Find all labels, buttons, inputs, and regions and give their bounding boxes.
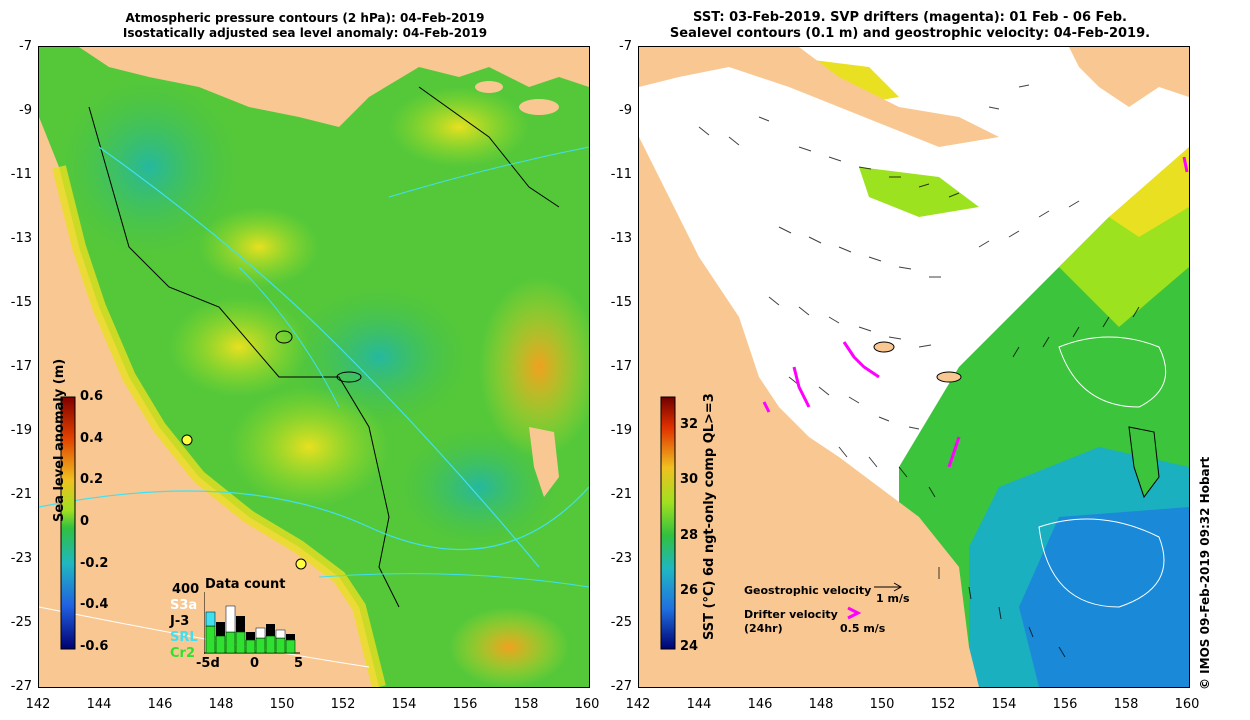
left-title-line1: Atmospheric pressure contours (2 hPa): 0… <box>125 11 485 25</box>
left-colorbar-tick-0: 0.6 <box>80 389 104 404</box>
right-map-panel <box>638 46 1190 688</box>
right-x-tick-1: 144 <box>686 697 712 712</box>
left-y-tick-6: -19 <box>10 423 32 438</box>
left-x-tick-4: 150 <box>269 697 295 712</box>
right-colorbar-tick-4: 24 <box>680 639 699 654</box>
right-colorbar-tick-3: 26 <box>680 583 699 598</box>
left-colorbar-tick-3: 0 <box>80 514 90 529</box>
right-y-tick-7: -21 <box>610 487 632 502</box>
left-x-tick-5: 152 <box>330 697 356 712</box>
mission-s3a: S3a <box>170 598 198 613</box>
right-colorbar-tick-2: 28 <box>680 528 699 543</box>
left-y-tick-4: -15 <box>10 295 32 310</box>
left-x-tick-1: 144 <box>86 697 112 712</box>
drifter-track-3 <box>762 401 771 413</box>
left-map-panel <box>38 46 590 688</box>
mission-cr2: Cr2 <box>170 646 195 661</box>
right-x-tick-2: 146 <box>747 697 773 712</box>
left-x-tick-6: 154 <box>391 697 417 712</box>
geostrophic-legend-scale: 1 m/s <box>876 592 910 605</box>
right-map <box>639 47 1189 687</box>
left-title-line2: Isostatically adjusted sea level anomaly… <box>122 26 488 40</box>
data-count-xtick-2: 5 <box>294 656 304 671</box>
left-y-tick-1: -9 <box>19 103 32 118</box>
right-y-tick-1: -9 <box>619 103 632 118</box>
right-x-tick-7: 156 <box>1052 697 1078 712</box>
right-title-line1: SST: 03-Feb-2019. SVP drifters (magenta)… <box>693 10 1127 25</box>
right-y-tick-10: -27 <box>610 679 632 694</box>
data-count-xtick-0: -5d <box>196 656 220 671</box>
data-count-xtick-1: 0 <box>250 656 260 671</box>
right-colorbar-label: SST (°C) 6d ngt-only comp QL>=3 <box>702 393 717 640</box>
left-x-tick-0: 142 <box>25 697 51 712</box>
left-colorbar-tick-6: -0.6 <box>80 639 109 654</box>
right-y-tick-3: -13 <box>610 231 632 246</box>
left-colorbar <box>60 396 76 650</box>
left-x-tick-3: 148 <box>208 697 234 712</box>
left-y-tick-0: -7 <box>19 39 32 54</box>
left-y-tick-3: -13 <box>10 231 32 246</box>
right-x-tick-5: 152 <box>930 697 956 712</box>
left-colorbar-tick-1: 0.4 <box>80 431 104 446</box>
left-y-tick-5: -17 <box>10 359 32 374</box>
geostrophic-arrow-icon <box>874 582 903 592</box>
png-land <box>79 47 589 127</box>
right-x-tick-8: 158 <box>1113 697 1139 712</box>
right-colorbar <box>660 396 676 650</box>
right-y-tick-0: -7 <box>619 39 632 54</box>
left-y-tick-2: -11 <box>10 167 32 182</box>
left-y-tick-10: -27 <box>10 679 32 694</box>
left-x-tick-2: 146 <box>147 697 173 712</box>
left-colorbar-tick-2: 0.2 <box>80 472 104 487</box>
left-y-tick-7: -21 <box>10 487 32 502</box>
left-colorbar-tick-5: -0.4 <box>80 597 109 612</box>
drifter-track-1 <box>842 341 880 379</box>
left-colorbar-label: Sea level anomaly (m) <box>52 358 67 522</box>
right-x-tick-4: 150 <box>869 697 895 712</box>
left-colorbar-tick-4: -0.2 <box>80 556 109 571</box>
right-x-tick-6: 154 <box>991 697 1017 712</box>
right-y-tick-2: -11 <box>610 167 632 182</box>
left-y-tick-8: -23 <box>10 551 32 566</box>
mission-srl: SRL <box>170 630 198 645</box>
right-colorbar-tick-1: 30 <box>680 472 699 487</box>
drifter-legend-scale: 0.5 m/s <box>840 622 886 635</box>
drifter-track-2 <box>792 366 811 408</box>
right-y-tick-5: -17 <box>610 359 632 374</box>
drifter-arrow-icon <box>847 606 862 620</box>
left-x-tick-7: 156 <box>452 697 478 712</box>
mission-j3: J-3 <box>170 614 190 629</box>
data-count-title: Data count <box>205 577 286 592</box>
right-colorbar-tick-0: 32 <box>680 417 699 432</box>
data-count-max: 400 <box>172 582 200 597</box>
drifter-track-4 <box>947 436 961 468</box>
drifter-legend-label: Drifter velocity <box>744 608 838 621</box>
right-y-tick-8: -23 <box>610 551 632 566</box>
imos-credit: © IMOS 09-Feb-2019 09:32 Hobart <box>1198 456 1212 690</box>
right-title-line2: Sealevel contours (0.1 m) and geostrophi… <box>669 26 1151 41</box>
geostrophic-legend-label: Geostrophic velocity <box>744 584 872 597</box>
left-x-tick-8: 158 <box>513 697 539 712</box>
left-map <box>39 47 589 687</box>
left-x-tick-9: 160 <box>574 697 600 712</box>
right-y-tick-9: -25 <box>610 615 632 630</box>
right-x-tick-9: 160 <box>1174 697 1200 712</box>
drifter-legend-label2: (24hr) <box>744 622 783 635</box>
right-y-tick-4: -15 <box>610 295 632 310</box>
data-count-histogram <box>204 592 300 654</box>
right-x-tick-0: 142 <box>625 697 651 712</box>
left-y-tick-9: -25 <box>10 615 32 630</box>
right-x-tick-3: 148 <box>808 697 834 712</box>
right-y-tick-6: -19 <box>610 423 632 438</box>
